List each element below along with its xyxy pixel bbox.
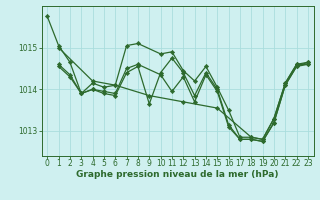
X-axis label: Graphe pression niveau de la mer (hPa): Graphe pression niveau de la mer (hPa) [76,170,279,179]
